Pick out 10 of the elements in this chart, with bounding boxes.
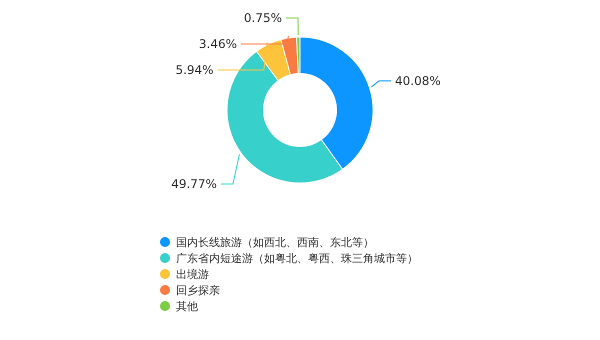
legend-label: 国内长线旅游（如西北、西南、东北等） (176, 236, 374, 249)
data-label: 5.94% (175, 63, 214, 77)
data-label: 40.08% (395, 74, 441, 88)
legend-label: 出境游 (176, 268, 209, 281)
legend-label: 广东省内短途游（如粤北、粤西、珠三角城市等） (176, 252, 418, 265)
legend-label: 回乡探亲 (176, 284, 220, 297)
data-label: 0.75% (244, 11, 282, 25)
legend-label: 其他 (176, 300, 198, 313)
data-label: 3.46% (198, 37, 238, 51)
data-label: 49.77% (171, 177, 217, 192)
